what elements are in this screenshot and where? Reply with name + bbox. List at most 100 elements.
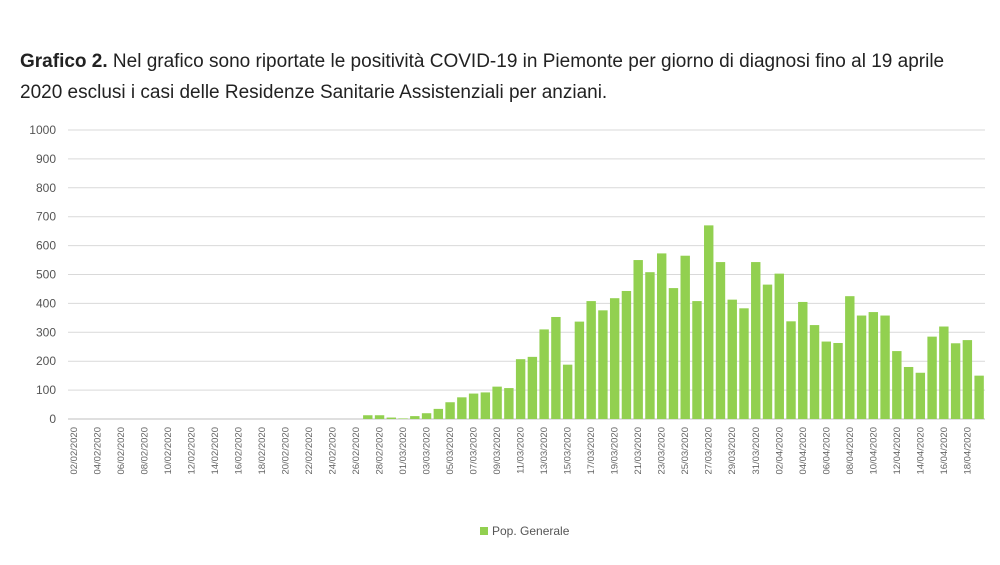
bar: [386, 417, 397, 419]
x-tick-label: 10/04/2020: [868, 427, 879, 475]
bar: [727, 299, 737, 419]
x-tick-label: 04/02/2020: [92, 427, 103, 475]
bar: [809, 325, 820, 419]
bar: [492, 386, 502, 419]
bar: [821, 341, 831, 419]
bar: [751, 262, 761, 419]
x-tick-label: 29/03/2020: [727, 427, 738, 475]
x-tick-label: 04/04/2020: [798, 427, 809, 475]
bar: [633, 260, 643, 419]
y-tick-label: 200: [36, 354, 56, 368]
bar: [974, 375, 984, 419]
bar: [656, 253, 667, 419]
y-tick-label: 100: [36, 383, 56, 397]
bar: [762, 284, 773, 419]
x-tick-label: 20/02/2020: [280, 427, 291, 475]
x-tick-label: 26/02/2020: [351, 427, 362, 475]
y-tick-label: 500: [36, 268, 56, 282]
bar: [433, 408, 444, 419]
bar: [609, 298, 620, 419]
bar: [715, 262, 726, 419]
bar: [856, 315, 867, 419]
chart-title: Grafico 2. Nel grafico sono riportate le…: [20, 46, 980, 108]
x-tick-label: 08/04/2020: [845, 427, 856, 475]
x-tick-label: 05/03/2020: [445, 427, 456, 475]
bar: [833, 342, 843, 419]
x-tick-label: 06/02/2020: [116, 427, 127, 475]
x-tick-label: 14/02/2020: [210, 427, 221, 475]
bar: [598, 310, 608, 419]
y-tick-label: 800: [36, 181, 56, 195]
x-tick-label: 25/03/2020: [680, 427, 691, 475]
x-tick-label: 07/03/2020: [469, 427, 480, 475]
x-tick-label: 11/03/2020: [516, 427, 527, 474]
x-tick-label: 19/03/2020: [610, 427, 621, 475]
x-tick-label: 18/04/2020: [962, 427, 973, 475]
bar: [515, 359, 526, 419]
x-tick-label: 10/02/2020: [163, 427, 174, 475]
x-tick-label: 28/02/2020: [375, 427, 386, 475]
legend-label: Pop. Generale: [492, 524, 570, 538]
y-tick-label: 0: [49, 412, 56, 426]
x-tick-label: 22/02/2020: [304, 427, 315, 475]
bar: [621, 290, 632, 419]
x-tick-label: 31/03/2020: [751, 427, 762, 475]
bar: [739, 308, 749, 419]
x-tick-label: 24/02/2020: [328, 427, 339, 475]
y-tick-label: 300: [36, 325, 56, 339]
y-tick-label: 700: [36, 210, 56, 224]
bar: [398, 418, 408, 419]
legend-swatch: [480, 527, 488, 535]
bar: [574, 321, 585, 419]
x-tick-label: 21/03/2020: [633, 427, 644, 475]
bar: [786, 321, 796, 419]
x-tick-label: 17/03/2020: [586, 427, 597, 475]
bar: [892, 351, 902, 419]
x-tick-label: 02/02/2020: [69, 427, 80, 475]
x-tick-label: 01/03/2020: [398, 427, 409, 475]
bar: [880, 315, 890, 419]
bar: [504, 388, 514, 419]
bar: [363, 415, 373, 419]
bar: [939, 326, 949, 419]
x-tick-label: 14/04/2020: [915, 427, 926, 475]
y-tick-label: 900: [36, 152, 56, 166]
x-tick-label: 12/02/2020: [186, 427, 197, 475]
bar: [445, 402, 455, 419]
chart-title-label: Grafico 2.: [20, 51, 108, 72]
bar: [927, 336, 937, 419]
x-tick-label: 02/04/2020: [774, 427, 785, 475]
x-tick-label: 23/03/2020: [657, 427, 668, 475]
bar: [668, 288, 679, 419]
x-tick-label: 27/03/2020: [704, 427, 715, 475]
y-tick-label: 600: [36, 239, 56, 253]
bar: [551, 316, 561, 419]
bar: [527, 356, 538, 419]
bar: [586, 301, 596, 419]
x-tick-label: 18/02/2020: [257, 427, 268, 475]
bar: [421, 413, 432, 419]
bar: [410, 416, 420, 419]
bar: [845, 296, 855, 419]
y-tick-label: 400: [36, 296, 56, 310]
chart-title-text: Nel grafico sono riportate le positività…: [20, 51, 945, 103]
bar: [645, 272, 655, 419]
bar: [962, 340, 973, 419]
x-tick-label: 03/03/2020: [422, 427, 433, 475]
x-tick-label: 08/02/2020: [139, 427, 150, 475]
x-tick-label: 15/03/2020: [563, 427, 574, 475]
bar: [774, 273, 784, 419]
bar: [950, 343, 961, 419]
x-tick-label: 09/03/2020: [492, 427, 503, 475]
bar: [457, 397, 467, 419]
x-tick-label: 16/02/2020: [233, 427, 244, 475]
x-tick-label: 16/04/2020: [939, 427, 950, 475]
bar: [868, 312, 879, 419]
x-tick-label: 12/04/2020: [892, 427, 903, 475]
x-tick-label: 13/03/2020: [539, 427, 550, 475]
bar: [374, 415, 385, 419]
bar: [468, 393, 479, 419]
x-tick-label: 06/04/2020: [821, 427, 832, 475]
bar: [480, 392, 491, 419]
